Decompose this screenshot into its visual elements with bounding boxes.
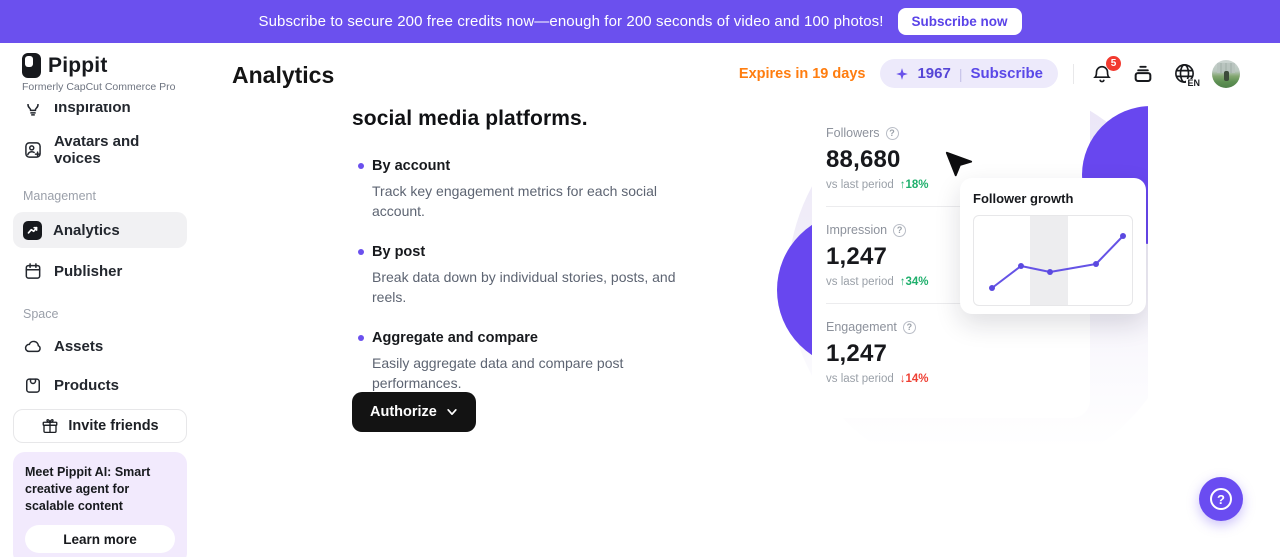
follower-growth-tooltip: Follower growth <box>960 178 1146 314</box>
sidebar-item-assets[interactable]: Assets <box>13 328 187 364</box>
user-avatar[interactable] <box>1212 59 1240 88</box>
chart-highlight-band <box>1030 216 1068 305</box>
stat-delta-value: ↑18% <box>899 179 929 191</box>
stat-label: Impression <box>826 223 888 237</box>
sidebar: Inspiration Avatars and voices Managemen… <box>0 104 200 557</box>
header: Pippit Formerly CapCut Commerce Pro Anal… <box>0 43 1280 104</box>
promo-banner: Subscribe to secure 200 free credits now… <box>0 0 1280 43</box>
stat-label: Followers <box>826 126 880 140</box>
feature-title: By post <box>352 244 732 260</box>
sidebar-section-management: Management <box>23 189 96 203</box>
chevron-down-icon <box>447 409 457 415</box>
analytics-icon <box>23 220 42 240</box>
feature-aggregate-compare: Aggregate and compare Easily aggregate d… <box>352 330 732 393</box>
calendar-icon <box>25 263 41 279</box>
stat-vs-label: vs last period <box>826 373 894 385</box>
stat-value: 1,247 <box>826 243 888 270</box>
divider <box>826 206 1076 207</box>
sidebar-item-label: Inspiration <box>54 104 131 116</box>
stat-vs-label: vs last period <box>826 179 894 191</box>
stat-row-followers: Followers ? 88,680 vs last period ↑18% <box>826 126 1072 191</box>
stat-row-engagement: Engagement ? 1,247 vs last period ↓14% <box>826 320 1072 385</box>
follower-growth-sparkline <box>989 233 1126 291</box>
sidebar-item-label: Analytics <box>53 221 120 239</box>
sidebar-item-label: Publisher <box>54 262 123 280</box>
pippit-logo-icon <box>22 53 41 78</box>
sidebar-item-products[interactable]: Products <box>13 367 187 403</box>
main-heading: social media platforms. <box>352 107 588 130</box>
page-title: Analytics <box>232 62 335 88</box>
cursor-pointer-icon <box>945 151 973 177</box>
bag-icon <box>26 378 40 393</box>
header-divider <box>1073 63 1074 84</box>
feature-title: Aggregate and compare <box>352 330 732 346</box>
subscribe-link[interactable]: Subscribe <box>970 65 1043 82</box>
feature-by-post: By post Break data down by individual st… <box>352 244 732 307</box>
analytics-preview: Followers ? 88,680 vs last period ↑18% I… <box>776 104 1148 524</box>
feature-copy: social media platforms. By account Track… <box>352 82 732 416</box>
bell-icon <box>1093 65 1111 82</box>
learn-more-button[interactable]: Learn more <box>25 525 175 553</box>
sidebar-item-label: Avatars and voices <box>54 133 140 167</box>
subscribe-now-button[interactable]: Subscribe now <box>897 8 1022 35</box>
authorize-label: Authorize <box>370 404 437 420</box>
logo[interactable]: Pippit Formerly CapCut Commerce Pro <box>22 53 175 93</box>
pill-divider: | <box>958 65 963 82</box>
help-button[interactable]: ? <box>1199 477 1243 521</box>
feature-desc: Track key engagement metrics for each so… <box>372 183 658 219</box>
feature-desc: Break data down by individual stories, p… <box>372 269 676 305</box>
credits-count: 1967 <box>917 65 951 82</box>
follower-growth-chart <box>973 215 1133 306</box>
globe-icon <box>1174 64 1194 83</box>
stat-delta-value: ↑34% <box>899 276 929 288</box>
billing-button[interactable] <box>1130 61 1156 87</box>
feature-title: By account <box>352 158 732 174</box>
stat-help-icon[interactable]: ? <box>902 320 916 334</box>
follower-growth-title: Follower growth <box>973 191 1074 206</box>
divider <box>826 303 1076 304</box>
stat-help-icon[interactable]: ? <box>885 126 899 140</box>
stat-help-icon[interactable]: ? <box>893 223 907 237</box>
lightbulb-icon <box>27 104 39 116</box>
authorize-button[interactable]: Authorize <box>352 392 476 432</box>
sidebar-item-inspiration[interactable]: Inspiration <box>13 104 187 125</box>
sparkle-icon <box>896 67 909 80</box>
invite-friends-label: Invite friends <box>68 418 159 434</box>
sidebar-item-publisher[interactable]: Publisher <box>13 253 187 289</box>
language-button[interactable]: EN <box>1171 61 1201 88</box>
card-stack-icon <box>1134 65 1152 82</box>
stat-row-impression: Impression ? 1,247 vs last period ↑34% <box>826 223 1072 288</box>
feature-by-account: By account Track key engagement metrics … <box>352 158 732 221</box>
avatar-plus-icon <box>25 142 41 158</box>
sidebar-item-label: Products <box>54 376 120 394</box>
stat-delta-value: ↓14% <box>899 373 929 385</box>
promo-banner-message: Subscribe to secure 200 free credits now… <box>258 13 884 30</box>
credits-pill[interactable]: 1967 | Subscribe <box>880 59 1058 88</box>
notifications-button[interactable]: 5 <box>1089 55 1121 87</box>
sidebar-item-analytics[interactable]: Analytics <box>13 212 187 248</box>
question-mark-icon: ? <box>1210 488 1232 510</box>
sidebar-item-avatars-and-voices[interactable]: Avatars and voices <box>13 132 187 168</box>
cloud-icon <box>24 340 41 353</box>
stat-value: 88,680 <box>826 146 901 173</box>
feature-desc: Easily aggregate data and compare post p… <box>372 355 624 391</box>
logo-subtitle: Formerly CapCut Commerce Pro <box>22 81 176 93</box>
invite-friends-button[interactable]: Invite friends <box>13 409 187 443</box>
notification-badge: 5 <box>1106 55 1121 71</box>
promo-card: Meet Pippit AI: Smart creative agent for… <box>13 452 187 557</box>
gift-icon <box>42 419 58 434</box>
promo-card-title: Meet Pippit AI: Smart creative agent for… <box>25 465 151 513</box>
stat-value: 1,247 <box>826 340 888 367</box>
sidebar-item-label: Assets <box>54 337 104 355</box>
expires-label: Expires in 19 days <box>738 65 866 82</box>
stat-vs-label: vs last period <box>826 276 894 288</box>
language-label: EN <box>1186 77 1201 88</box>
logo-text: Pippit <box>48 53 108 77</box>
stat-label: Engagement <box>826 320 897 334</box>
header-actions: Expires in 19 days 1967 | Subscribe 5 <box>739 43 1240 104</box>
sidebar-section-space: Space <box>23 307 59 321</box>
